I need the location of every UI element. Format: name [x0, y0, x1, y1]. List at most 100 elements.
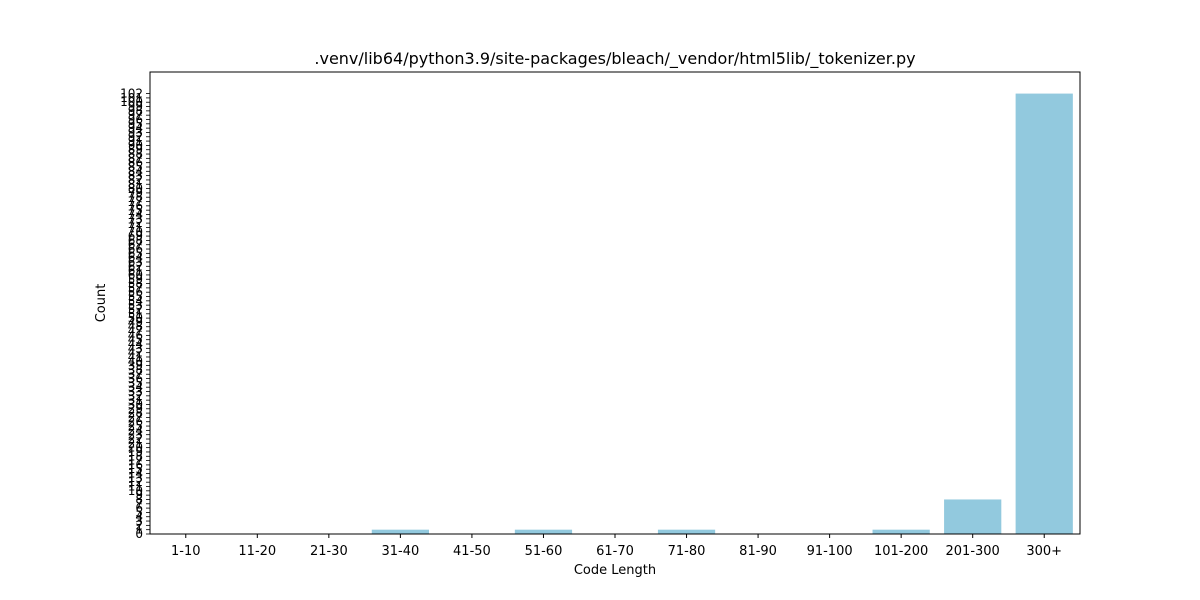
x-tick-label: 201-300 [946, 544, 1000, 559]
y-tick-label: 61 [128, 264, 143, 278]
y-tick-label: 30 [128, 397, 143, 411]
y-tick-label: 95 [128, 117, 143, 131]
y-tick-label: 86 [128, 156, 143, 170]
x-tick-label: 51-60 [525, 544, 563, 559]
y-tick-label: 84 [128, 164, 143, 178]
y-tick-label: 7 [135, 497, 143, 511]
y-tick-label: 63 [128, 255, 143, 269]
y-tick-label: 74 [128, 207, 143, 221]
y-tick-label: 47 [128, 324, 143, 338]
y-tick-label: 82 [128, 173, 143, 187]
y-tick-label: 45 [128, 333, 143, 347]
y-tick-label: 19 [128, 445, 143, 459]
y-tick-label: 78 [128, 190, 143, 204]
y-tick-label: 6 [135, 501, 143, 515]
y-tick-label: 93 [128, 125, 143, 139]
y-tick-label: 85 [128, 160, 143, 174]
y-tick-label: 41 [128, 350, 143, 364]
y-tick-label: 90 [128, 138, 143, 152]
y-tick-label: 88 [128, 147, 143, 161]
y-tick-label: 57 [128, 281, 143, 295]
y-tick-label: 46 [128, 328, 143, 342]
y-tick-label: 0 [135, 527, 143, 541]
y-tick-label: 99 [128, 100, 143, 114]
y-tick-label: 24 [128, 423, 143, 437]
bars-group [371, 93, 1073, 535]
y-tick-label: 102 [120, 87, 143, 101]
y-tick-label: 1 [135, 523, 143, 537]
y-tick-label: 44 [128, 337, 143, 351]
y-tick-label: 28 [128, 406, 143, 420]
y-tick-label: 26 [128, 415, 143, 429]
y-tick-label: 98 [128, 104, 143, 118]
y-tick-label: 62 [128, 259, 143, 273]
y-tick-label: 34 [128, 380, 143, 394]
y-tick-label: 55 [128, 290, 143, 304]
y-tick-label: 94 [128, 121, 143, 135]
y-tick-label: 18 [128, 449, 143, 463]
x-axis-ticks: 1-10 11-20 21-30 31-40 41-50 51-60 61-70 71-80 8… [171, 534, 1062, 559]
y-tick-label: 101 [120, 91, 143, 105]
x-axis-label: Code Length [574, 563, 656, 578]
y-tick-label: 11 [128, 480, 143, 494]
y-tick-label: 43 [128, 341, 143, 355]
y-tick-label: 97 [128, 108, 143, 122]
y-tick-label: 12 [128, 475, 143, 489]
y-tick-label: 16 [128, 458, 143, 472]
y-tick-label: 32 [128, 389, 143, 403]
y-tick-label: 68 [128, 233, 143, 247]
bar-51-60 [514, 529, 573, 534]
x-tick-label: 41-50 [453, 544, 491, 559]
y-tick-label: 14 [128, 467, 143, 481]
y-tick-label: 39 [128, 359, 143, 373]
y-tick-label: 92 [128, 130, 143, 144]
plot-frame [149, 71, 1081, 535]
y-tick-label: 79 [128, 186, 143, 200]
y-tick-label: 2 [135, 518, 143, 532]
y-axis-ticks: 0123456789101112131415161718192021222324… [120, 87, 150, 541]
y-tick-label: 36 [128, 372, 143, 386]
y-tick-label: 48 [128, 320, 143, 334]
y-tick-label: 17 [128, 454, 143, 468]
y-tick-label: 100 [120, 95, 143, 109]
y-tick-label: 5 [135, 505, 143, 519]
x-tick-label: 300+ [1026, 544, 1062, 559]
y-tick-label: 15 [128, 462, 143, 476]
y-tick-label: 33 [128, 385, 143, 399]
y-tick-label: 72 [128, 216, 143, 230]
y-tick-label: 53 [128, 298, 143, 312]
y-tick-label: 64 [128, 251, 143, 265]
y-tick-label: 65 [128, 246, 143, 260]
y-tick-label: 25 [128, 419, 143, 433]
bar-101-200 [872, 529, 930, 534]
y-tick-label: 71 [128, 220, 143, 234]
y-tick-label: 35 [128, 376, 143, 390]
y-tick-label: 66 [128, 242, 143, 256]
y-tick-label: 91 [128, 134, 143, 148]
y-tick-label: 69 [128, 229, 143, 243]
y-tick-label: 76 [128, 199, 143, 213]
chart-title: .venv/lib64/python3.9/site-packages/blea… [314, 49, 915, 69]
bar-31-40 [371, 529, 429, 534]
y-tick-label: 21 [128, 436, 143, 450]
y-tick-label: 56 [128, 285, 143, 299]
y-tick-label: 20 [128, 441, 143, 455]
y-tick-label: 38 [128, 363, 143, 377]
y-tick-label: 77 [128, 195, 143, 209]
y-tick-label: 89 [128, 143, 143, 157]
y-tick-label: 51 [128, 307, 143, 321]
x-tick-label: 11-20 [238, 544, 276, 559]
bar-71-80 [657, 529, 716, 534]
y-tick-label: 27 [128, 410, 143, 424]
y-tick-label: 3 [135, 514, 143, 528]
y-tick-label: 52 [128, 302, 143, 316]
y-tick-label: 50 [128, 311, 143, 325]
y-tick-label: 54 [128, 294, 143, 308]
y-tick-label: 42 [128, 346, 143, 360]
y-tick-label: 37 [128, 367, 143, 381]
bar-201-300 [944, 499, 1002, 534]
y-tick-label: 73 [128, 212, 143, 226]
y-tick-label: 10 [128, 484, 143, 498]
y-tick-label: 80 [128, 182, 143, 196]
